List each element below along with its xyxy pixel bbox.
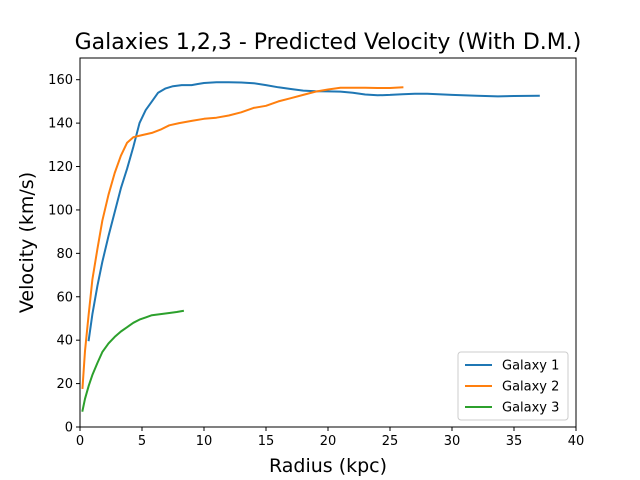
- y-tick-label: 40: [56, 334, 73, 349]
- y-axis-ticks: 0 20 40 60 80 100 120 140 160: [48, 73, 80, 436]
- legend-label-galaxy-1: Galaxy 1: [502, 359, 559, 374]
- y-tick-label: 20: [56, 377, 73, 392]
- y-axis-label: Velocity (km/s): [16, 172, 38, 313]
- legend-label-galaxy-3: Galaxy 3: [502, 401, 559, 416]
- x-tick-label: 0: [76, 434, 84, 449]
- legend: Galaxy 1 Galaxy 2 Galaxy 3: [457, 351, 569, 421]
- x-tick-label: 40: [568, 434, 585, 449]
- y-tick-label: 140: [48, 117, 73, 132]
- legend-label-galaxy-2: Galaxy 2: [502, 380, 559, 395]
- y-tick-label: 100: [48, 203, 73, 218]
- x-tick-label: 20: [320, 434, 337, 449]
- series-line-galaxy-3: [81, 309, 185, 412]
- y-tick-label: 80: [56, 247, 73, 262]
- y-tick-label: 160: [48, 73, 73, 88]
- y-tick-label: 60: [56, 290, 73, 305]
- series-line-galaxy-2: [81, 86, 404, 389]
- y-tick-label: 0: [65, 421, 73, 436]
- x-tick-label: 15: [258, 434, 275, 449]
- x-tick-label: 5: [138, 434, 146, 449]
- chart-title: Galaxies 1,2,3 - Predicted Velocity (Wit…: [75, 30, 582, 55]
- legend-box: [457, 351, 569, 421]
- series-layer: [81, 81, 540, 412]
- x-tick-label: 25: [382, 434, 399, 449]
- series-line-galaxy-1: [87, 81, 540, 342]
- x-tick-label: 30: [444, 434, 461, 449]
- x-axis-ticks: 0 5 10 15 20 25 30 35 40: [76, 427, 584, 449]
- x-tick-label: 10: [196, 434, 213, 449]
- y-tick-label: 120: [48, 160, 73, 175]
- x-tick-label: 35: [506, 434, 523, 449]
- x-axis-label: Radius (kpc): [269, 455, 387, 477]
